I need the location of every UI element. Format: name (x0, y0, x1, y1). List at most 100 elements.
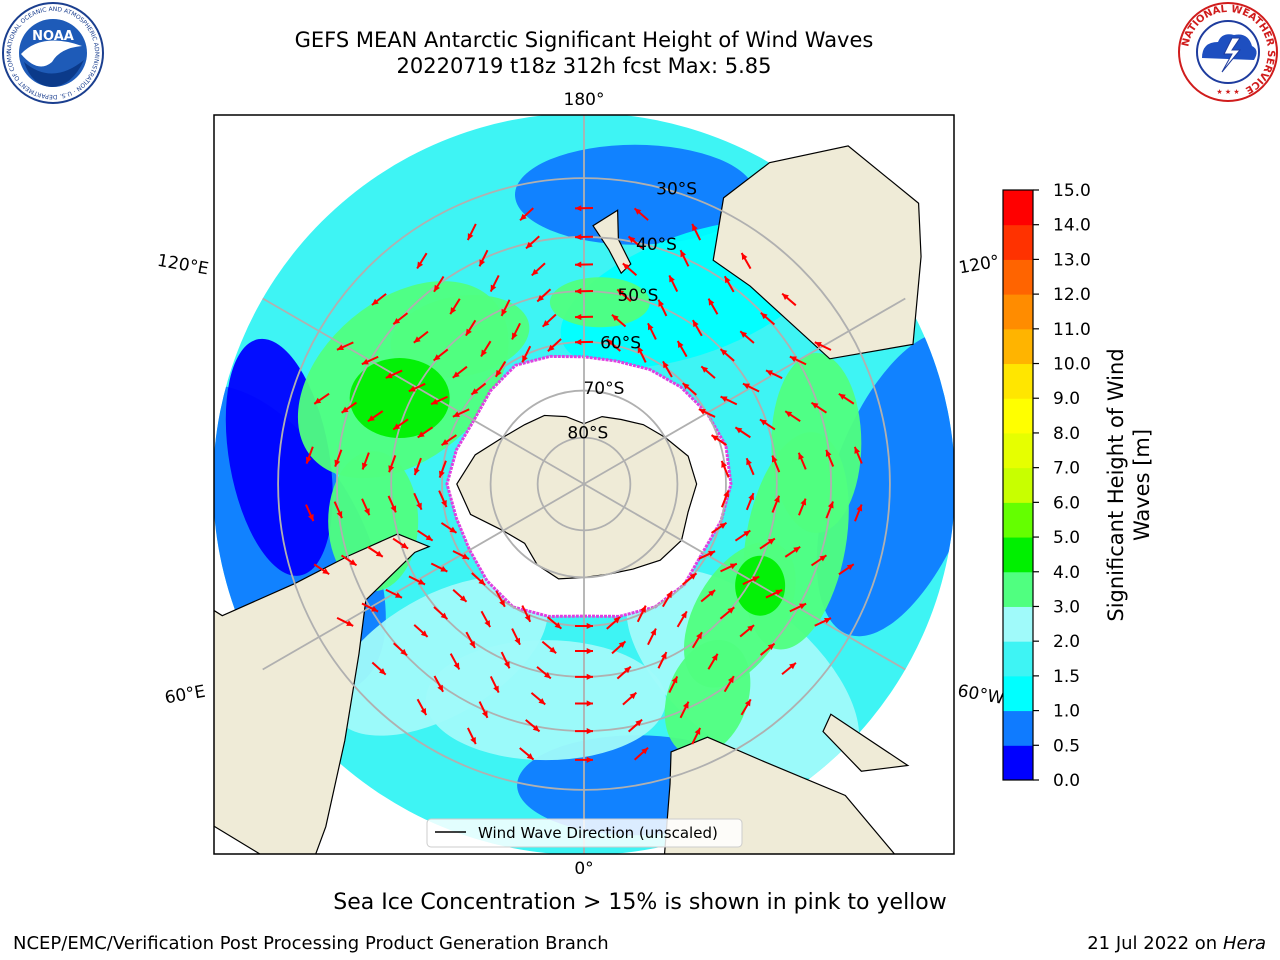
wave-height-region (816, 331, 954, 637)
wave-direction-arrow (430, 395, 448, 406)
latitude-label: 30°S (656, 180, 697, 200)
meridian-line (583, 483, 906, 671)
wave-direction-arrow (336, 341, 354, 351)
wave-direction-arrow (616, 288, 632, 303)
wave-direction-arrow (611, 640, 627, 655)
colorbar-tick-label: 0.0 (1053, 771, 1080, 791)
wave-direction-arrow (633, 207, 649, 221)
colorbar-tick-label: 11.0 (1053, 320, 1091, 340)
wave-direction-arrow (710, 434, 728, 446)
latitude-label: 60°S (600, 334, 641, 354)
wave-direction-arrow (416, 698, 428, 716)
wave-direction-arrow (838, 563, 855, 576)
latitude-label: 80°S (567, 423, 608, 443)
wave-direction-arrow (574, 339, 594, 346)
colorbar-band (1003, 467, 1033, 503)
wave-direction-arrow (784, 410, 801, 423)
wave-direction-arrow (789, 355, 807, 366)
wave-direction-arrow (511, 628, 521, 646)
wave-direction-arrow (546, 616, 563, 630)
colorbar-tick-label: 8.0 (1053, 424, 1080, 444)
wave-direction-arrow (627, 235, 643, 249)
wave-direction-arrow (676, 340, 688, 358)
wave-direction-arrow (336, 616, 354, 627)
wave-direction-arrow (723, 275, 735, 293)
sea-ice-caption: Sea Ice Concentration > 15% is shown in … (333, 890, 947, 915)
wave-direction-arrow (789, 602, 807, 613)
wave-direction-arrow (305, 446, 314, 464)
wave-direction-arrow (574, 205, 594, 212)
wave-direction-arrow (525, 719, 541, 733)
wave-direction-arrow (392, 537, 409, 550)
wave-direction-arrow (679, 701, 690, 719)
latitude-label: 70°S (583, 379, 624, 399)
wave-direction-arrow (765, 589, 783, 599)
wave-direction-arrow (636, 605, 647, 623)
wave-direction-arrow (636, 345, 647, 363)
wave-direction-arrow (853, 446, 863, 464)
longitude-label: 60°W (956, 681, 1006, 709)
wave-direction-arrow (433, 606, 449, 620)
wave-direction-arrow (470, 382, 487, 396)
wave-direction-arrow (413, 330, 429, 344)
wave-direction-arrow (531, 262, 546, 277)
wave-direction-arrow (700, 589, 716, 603)
wave-direction-arrow (408, 575, 426, 586)
colorbar-band (1003, 363, 1033, 399)
colorbar-band (1003, 606, 1033, 642)
wave-direction-arrow (691, 223, 702, 241)
wave-direction-arrow (575, 756, 593, 763)
wave-direction-arrow (825, 449, 835, 467)
wave-direction-arrow (781, 292, 797, 307)
colorbar-tick-label: 0.5 (1053, 736, 1080, 756)
wave-direction-arrow (478, 249, 489, 267)
colorbar-tick-label: 3.0 (1053, 597, 1080, 617)
wave-direction-arrow (647, 322, 657, 340)
wave-direction-arrow (536, 666, 552, 680)
wave-direction-arrow (720, 460, 730, 478)
wave-direction-arrow (413, 624, 429, 638)
wave-direction-arrow (838, 392, 855, 405)
wave-direction-arrow (720, 395, 738, 406)
wave-direction-arrow (525, 235, 540, 250)
wave-direction-arrow (720, 490, 730, 508)
colorbar-band (1003, 710, 1033, 746)
wave-direction-arrow (367, 546, 384, 558)
australia-landmass (712, 145, 922, 360)
wave-direction-arrow (771, 495, 781, 513)
wave-direction-arrow (361, 602, 379, 613)
wave-direction-arrow (574, 261, 594, 268)
wave-direction-arrow (519, 207, 534, 222)
wave-direction-arrow (530, 692, 546, 706)
wave-direction-arrow (340, 554, 358, 567)
meridian-line (262, 483, 585, 671)
wave-direction-arrow (745, 457, 755, 476)
wave-direction-arrow (825, 501, 834, 519)
wave-direction-arrow (627, 718, 643, 733)
longitude-label: 120° (957, 252, 1001, 279)
wave-direction-arrow (784, 545, 801, 558)
wave-direction-arrow (759, 537, 776, 550)
issue-date: 21 Jul 2022 on Hera (1087, 933, 1266, 954)
colorbar-label: Significant Height of WindWaves [m] (1104, 348, 1154, 621)
wave-direction-arrow (465, 631, 476, 649)
wave-direction-arrow (393, 642, 408, 657)
chart-title: GEFS MEAN Antarctic Significant Height o… (294, 28, 874, 52)
map-frame (213, 114, 955, 855)
wave-direction-arrow (668, 675, 679, 694)
colorbar-band (1003, 294, 1033, 330)
colorbar-band (1003, 502, 1033, 538)
colorbar-tick-label: 10.0 (1053, 355, 1091, 375)
wave-height-region (771, 353, 862, 534)
meridian-line (583, 297, 906, 485)
wave-direction-arrow (494, 360, 507, 378)
longitude-label: 60°E (163, 682, 207, 709)
wave-direction-arrow (452, 408, 470, 418)
wave-direction-arrow (440, 522, 458, 534)
wave-direction-arrow (521, 605, 532, 623)
wave-direction-arrow (536, 288, 552, 303)
noaa-wordmark: NOAA (32, 29, 74, 44)
wave-direction-arrow (574, 233, 594, 241)
wave-direction-arrow (682, 382, 697, 396)
wave-direction-arrow (622, 691, 638, 706)
